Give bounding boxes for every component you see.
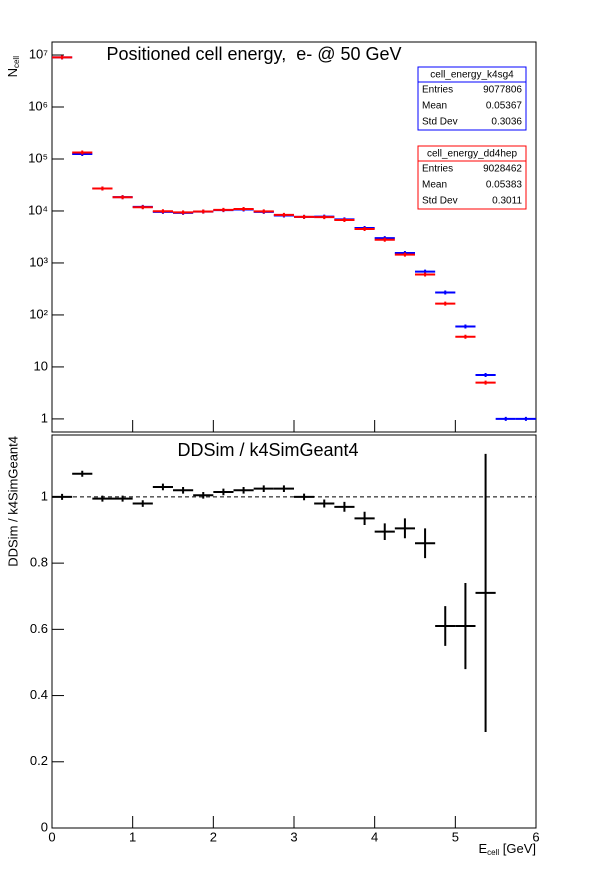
histogram-bin xyxy=(515,416,536,421)
ratio-point xyxy=(253,485,274,492)
x-tick-label: 0 xyxy=(48,829,55,844)
stats-box xyxy=(417,145,527,210)
histogram-bin xyxy=(152,209,173,214)
ratio-point xyxy=(354,511,375,526)
ratio-point xyxy=(273,485,294,492)
stats-label: Entries xyxy=(422,85,453,96)
y-axis-label-sub: cell xyxy=(12,56,21,68)
y-tick-label: 10⁶ xyxy=(28,98,48,113)
y-tick-label: 1 xyxy=(41,488,48,503)
y-tick-label: 10⁵ xyxy=(28,150,48,165)
histogram-bin xyxy=(415,272,436,277)
ratio-point xyxy=(415,528,436,559)
histogram-bin xyxy=(193,209,214,214)
y-tick-label: 1 xyxy=(41,410,48,425)
ratio-point xyxy=(233,486,254,494)
ratio-point xyxy=(455,582,476,670)
ratio-point xyxy=(173,486,194,494)
x-axis-label-main: E xyxy=(478,841,487,856)
ratio-point xyxy=(92,495,113,502)
stats-label: Mean xyxy=(422,101,447,112)
stats-value: 0.05367 xyxy=(486,101,523,112)
stats-value: 0.3036 xyxy=(491,117,522,128)
histogram-bin xyxy=(294,214,315,219)
histogram-bin xyxy=(334,218,355,223)
histogram-bin xyxy=(455,324,476,329)
stats-value: 9077806 xyxy=(483,85,522,96)
histogram-bin xyxy=(314,215,335,220)
histogram-bin xyxy=(455,334,476,339)
histogram-bin xyxy=(253,209,274,214)
y-tick-label: 0.8 xyxy=(30,555,48,570)
chart-title: Positioned cell energy, e- @ 50 GeV xyxy=(106,44,401,64)
histogram-bin xyxy=(435,301,456,306)
stats-title: cell_energy_k4sg4 xyxy=(430,70,514,81)
ratio-point xyxy=(435,606,456,646)
x-axis-label: Ecell [GeV] xyxy=(478,841,536,857)
histogram-bin xyxy=(233,207,254,212)
y-tick-label: 10² xyxy=(29,306,48,321)
ratio-point xyxy=(52,493,73,500)
y-tick-label: 0.6 xyxy=(30,621,48,636)
stats-value: 9028462 xyxy=(483,164,522,175)
stats-title: cell_energy_dd4hep xyxy=(427,149,518,160)
histogram-bin xyxy=(92,186,113,191)
stats-value: 0.3011 xyxy=(492,196,522,207)
x-tick-label: 4 xyxy=(371,829,378,844)
stats-label: Std Dev xyxy=(422,196,458,207)
stats-value: 0.05383 xyxy=(486,180,523,191)
ratio-point xyxy=(132,500,153,507)
y-tick-label: 10⁷ xyxy=(29,46,48,61)
ratio-point xyxy=(213,488,234,496)
histogram-bin xyxy=(52,55,73,60)
ratio-point xyxy=(374,523,395,540)
y-tick-label: 0 xyxy=(41,819,48,834)
ratio-point xyxy=(475,453,496,732)
histogram-bin xyxy=(475,380,496,385)
y-tick-label: 10 xyxy=(34,358,48,373)
x-tick-label: 1 xyxy=(129,829,136,844)
ratio-point xyxy=(334,501,355,512)
histogram-bin xyxy=(495,416,516,421)
histogram-bin xyxy=(475,372,496,377)
y-tick-label: 10³ xyxy=(29,254,48,269)
stats-label: Std Dev xyxy=(422,117,458,128)
x-tick-label: 3 xyxy=(290,829,297,844)
histogram-bin xyxy=(173,210,194,215)
ratio-point xyxy=(72,470,93,477)
y-axis-label-main: N xyxy=(5,68,20,77)
y-axis-label: DDSim / k4SimGeant4 xyxy=(5,436,20,567)
histogram-bin xyxy=(112,195,133,200)
histogram-bin xyxy=(435,290,456,295)
ratio-point xyxy=(193,491,214,499)
y-tick-label: 0.4 xyxy=(30,687,48,702)
ratio-point xyxy=(112,495,133,502)
histogram-bin xyxy=(213,207,234,212)
stats-label: Entries xyxy=(422,164,453,175)
x-axis-label-unit: [GeV] xyxy=(499,841,536,856)
y-axis-label: Ncell xyxy=(5,56,21,78)
ratio-point xyxy=(152,483,173,491)
x-tick-label: 2 xyxy=(210,829,217,844)
histogram-bin xyxy=(394,252,415,257)
x-axis-label-sub: cell xyxy=(487,848,499,857)
x-tick-label: 5 xyxy=(452,829,459,844)
ratio-point xyxy=(314,499,335,508)
ratio-point xyxy=(394,518,415,539)
histogram-bin xyxy=(132,205,153,210)
histogram-bin xyxy=(273,212,294,217)
histogram-bin xyxy=(72,150,93,155)
histogram-bin xyxy=(354,226,375,231)
x-tick-label: 6 xyxy=(532,829,539,844)
chart-title: DDSim / k4SimGeant4 xyxy=(177,440,358,460)
y-tick-label: 10⁴ xyxy=(28,202,48,217)
ratio-point xyxy=(294,493,315,501)
stats-box xyxy=(417,66,527,131)
y-tick-label: 0.2 xyxy=(30,753,48,768)
histogram-bin xyxy=(374,237,395,242)
stats-label: Mean xyxy=(422,180,447,191)
